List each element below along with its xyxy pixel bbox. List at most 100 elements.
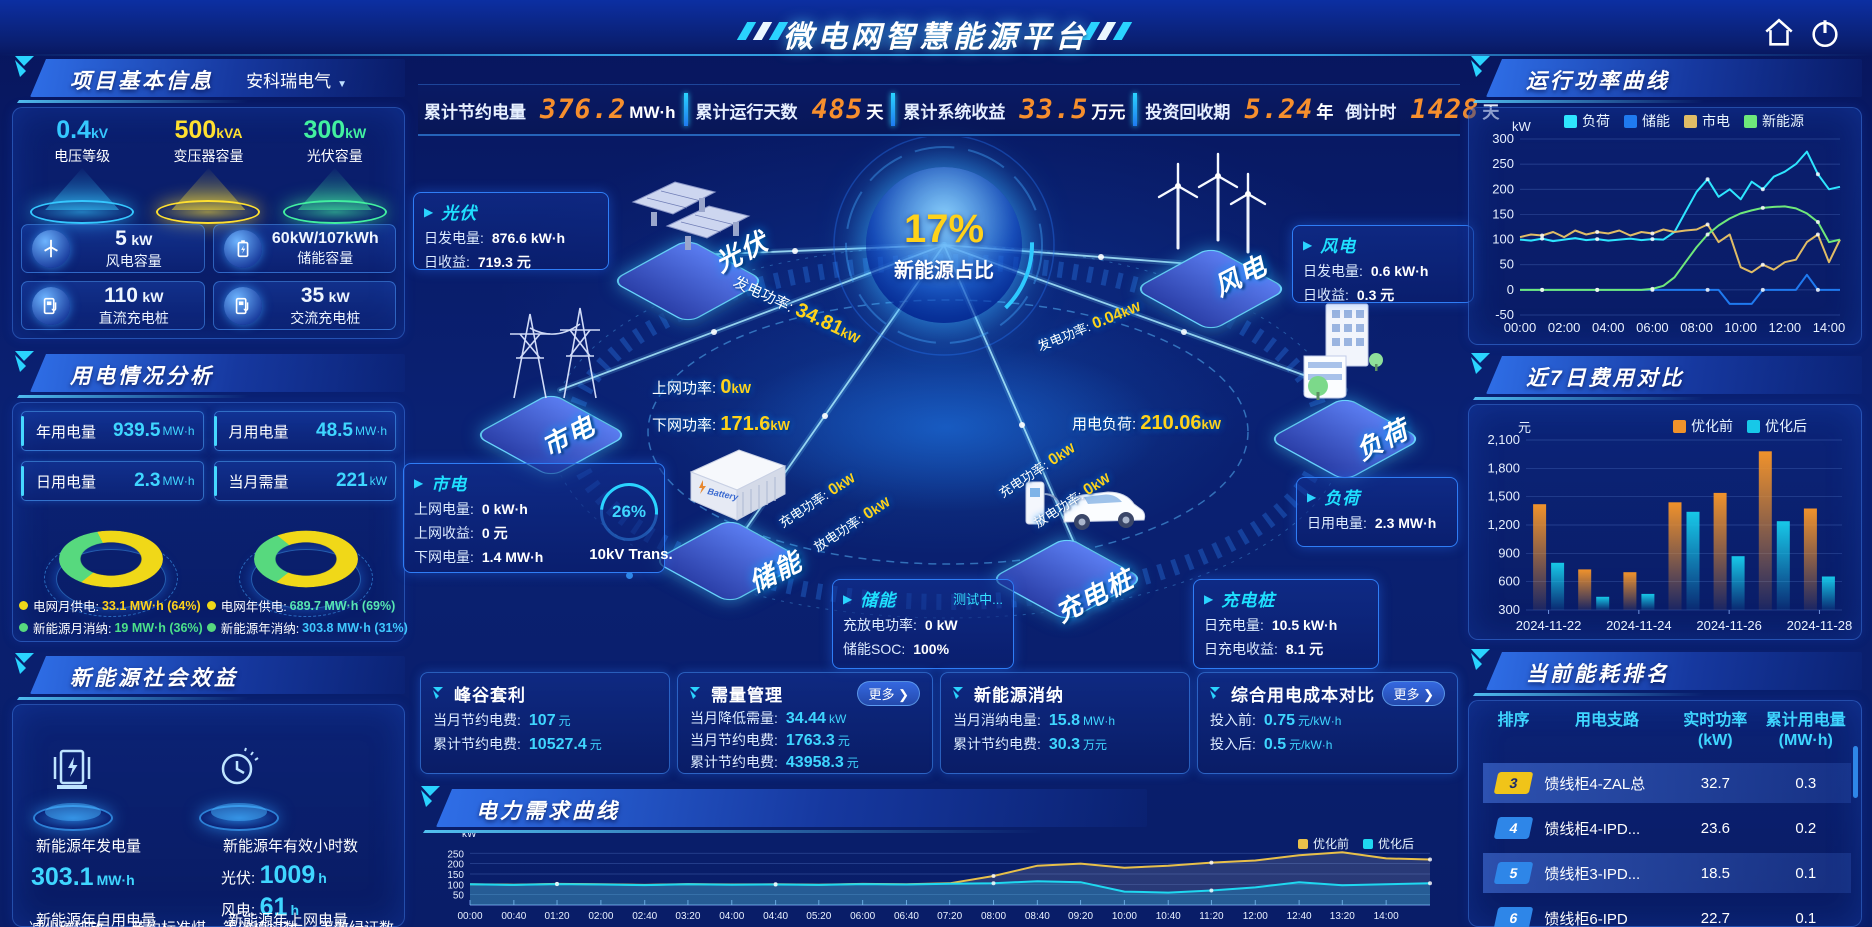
kpi-label: 累计运行天数	[695, 103, 798, 122]
row-value: 0.5	[1263, 736, 1287, 753]
top-header-bar: 微电网智慧能源平台	[0, 0, 1872, 56]
gen-label: 新能源年发电量	[36, 838, 142, 855]
coal-label: 节约标准煤	[131, 917, 206, 927]
svg-text:02:00: 02:00	[1548, 320, 1581, 335]
row-label: 累计节约电费:	[433, 736, 521, 752]
row-label: 下网电量:	[414, 549, 474, 565]
row-unit: 元	[846, 756, 859, 770]
card-row: 储能SOC: 100%	[843, 639, 1003, 659]
svg-text:08:00: 08:00	[981, 911, 1006, 922]
node-load: 负荷	[1267, 298, 1428, 482]
ev-charger-icon	[1025, 481, 1146, 530]
card-row: 日发电量: 876.6 kW·h	[424, 228, 598, 248]
renewable-share-orb: 17% 新能源占比	[866, 167, 1022, 323]
stat-month-usage: 月用电量 48.5 MW·h	[213, 411, 396, 451]
svg-text:06:40: 06:40	[894, 911, 919, 922]
cost-legend: 优化前 优化后	[1673, 416, 1807, 436]
renewable-consumption-card: 新能源消纳 当月消纳电量: 15.8 MW·h 累计节约电费: 30.3 万元	[940, 672, 1190, 774]
svg-text:100: 100	[1492, 232, 1514, 247]
row-unit: MW·h	[1083, 714, 1116, 728]
corner-arrow-icon	[1210, 687, 1220, 699]
wind-turbine-icon	[32, 229, 70, 268]
energy-cell: 0.2	[1795, 819, 1817, 837]
certs-label: 等效绿证数	[319, 917, 394, 927]
rank-badge: 6	[1493, 907, 1534, 927]
node-wind: 风电	[1128, 152, 1298, 332]
social-benefit-body: 新能源年发电量 303.1 MW·h 新能源年有效小时数 光伏: 1009 h 风电…	[12, 704, 405, 927]
corner-arrow-icon	[1471, 353, 1490, 374]
wind-turbines-icon	[1157, 152, 1267, 254]
battery-icon	[223, 229, 262, 268]
more-button[interactable]: 更多 ❯	[857, 681, 920, 706]
svg-text:kW: kW	[1512, 119, 1532, 134]
card-row: 日用电量: 2.3 MW·h	[1307, 513, 1447, 533]
row-label: 上网电量:	[414, 501, 474, 517]
node-storage: Battery 储能	[652, 430, 825, 604]
home-icon[interactable]	[1762, 16, 1796, 50]
legend-swatch-icon	[1684, 114, 1697, 128]
svg-text:50: 50	[1500, 257, 1514, 272]
play-arrow-icon: ▶	[1303, 237, 1313, 252]
donut-charts	[13, 511, 404, 629]
card-row: 日充电收益: 8.1 元	[1204, 639, 1368, 659]
power-icon[interactable]	[1808, 16, 1842, 50]
kpi-label: 投资回收期	[1145, 103, 1231, 122]
peak-valley-card: 峰谷套利 当月节约电费: 107 元累计节约电费: 10527.4 元	[420, 672, 670, 774]
gauge-dot	[626, 572, 633, 579]
table-row[interactable]: 6 馈线柜6-IPD 22.7 0.1	[1483, 898, 1851, 927]
corner-arrow-icon	[1471, 649, 1490, 670]
row-value: 1763.3	[785, 732, 835, 749]
row-unit: 元	[837, 734, 850, 748]
svg-text:04:00: 04:00	[719, 911, 744, 922]
row-label: 日充电收益:	[1204, 641, 1278, 657]
stat-storage-capacity: 60kW/107kWh 储能容量	[212, 224, 396, 273]
kpi-label: 累计系统收益	[903, 103, 1006, 122]
legend-item: 市电	[1684, 111, 1730, 131]
legend-swatch-icon	[1564, 114, 1577, 128]
kpi-value: 485	[811, 94, 864, 125]
pv-hours: 光伏: 1009 h	[221, 861, 327, 889]
svg-text:1,500: 1,500	[1487, 489, 1520, 504]
wind-info-card: ▶ 风电 日发电量: 0.6 kW·h 日收益: 0.3 元	[1292, 225, 1474, 303]
ranking-scrollbar[interactable]	[1853, 746, 1858, 798]
ranking-table-body: 3 馈线柜4-ZAL总 32.7 0.3 4 馈线柜4-IPD... 23.6 0.2 5 馈线柜…	[1483, 763, 1851, 927]
power-legend: 负荷 储能 市电 新能源	[1564, 111, 1804, 131]
panel-title: 项目基本信息	[70, 70, 214, 93]
svg-text:12:40: 12:40	[1287, 911, 1312, 922]
more-button[interactable]: 更多 ❯	[1382, 681, 1445, 706]
row-value: 100%	[913, 641, 950, 657]
kpi-unit: 万元	[1091, 103, 1126, 122]
svg-text:04:40: 04:40	[763, 911, 788, 922]
svg-text:06:00: 06:00	[850, 911, 875, 922]
svg-text:00:00: 00:00	[1504, 320, 1537, 335]
card-row: 日收益: 719.3 元	[424, 252, 598, 272]
project-info-header: 项目基本信息 安科瑞电气 ▼	[12, 55, 405, 101]
row-unit: 元	[589, 738, 602, 752]
svg-text:09:20: 09:20	[1068, 911, 1093, 922]
legend-swatch-icon	[1747, 419, 1760, 433]
svg-text:08:40: 08:40	[1025, 911, 1050, 922]
svg-text:02:00: 02:00	[588, 911, 613, 922]
table-row[interactable]: 5 馈线柜3-IPD... 18.5 0.1	[1483, 853, 1851, 893]
self-use-label: 新能源年自用电量	[36, 912, 157, 927]
legend-label: 电网年供电:	[220, 600, 287, 614]
power-usage-body: 年用电量 939.5 MW·h 月用电量 48.5 MW·h 日用电量 2.3 MW·h 当…	[12, 402, 408, 642]
clock-icon	[221, 747, 259, 785]
table-row[interactable]: 3 馈线柜4-ZAL总 32.7 0.3	[1483, 763, 1851, 803]
row-label: 充放电功率:	[843, 617, 917, 633]
row-value: 0.75	[1263, 712, 1296, 729]
svg-text:250: 250	[1492, 156, 1514, 171]
company-select[interactable]: 安科瑞电气 ▼	[246, 72, 347, 91]
storage-info-card: ▶ 储能 测试中... 充放电功率: 0 kW 储能SOC: 100%	[832, 579, 1014, 669]
legend-item: 优化前	[1673, 416, 1733, 436]
card-row: 累计节约电费: 30.3 万元	[953, 734, 1177, 754]
cone-label: 电压等级	[54, 148, 111, 164]
table-row[interactable]: 4 馈线柜4-IPD... 23.6 0.2	[1483, 808, 1851, 848]
svg-text:13:20: 13:20	[1330, 911, 1355, 922]
corner-arrow-icon	[15, 653, 34, 674]
svg-text:12:00: 12:00	[1243, 911, 1268, 922]
card-row: 充放电功率: 0 kW	[843, 615, 1003, 635]
svg-text:12:00: 12:00	[1769, 320, 1802, 335]
row-unit: 元	[558, 714, 571, 728]
